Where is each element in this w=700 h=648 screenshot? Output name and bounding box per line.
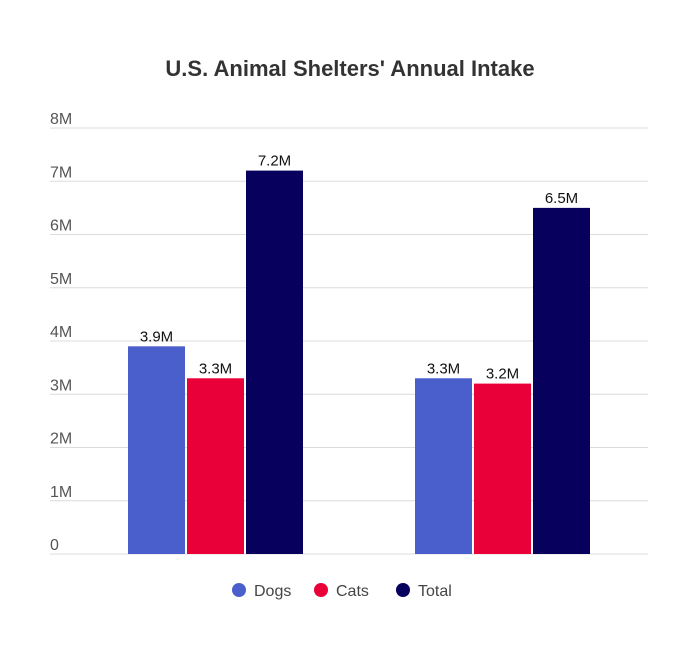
- legend-swatch-cats[interactable]: [314, 583, 328, 597]
- y-tick-label: 7M: [50, 164, 72, 181]
- bar-cats: [474, 383, 531, 554]
- bar-dogs: [128, 346, 185, 554]
- data-labels: 3.9M 3.3M 3.3M 3.2M 7.2M 6.5M: [140, 153, 578, 383]
- legend-label-cats[interactable]: Cats: [336, 583, 369, 600]
- data-label: 3.9M: [140, 328, 173, 345]
- bars: [128, 170, 590, 554]
- y-tick-label: 8M: [50, 111, 72, 128]
- legend-swatch-total[interactable]: [396, 583, 410, 597]
- legend-label-dogs[interactable]: Dogs: [254, 583, 291, 600]
- y-tick-label: 6M: [50, 218, 72, 235]
- data-label: 6.5M: [545, 190, 578, 207]
- data-label: 3.3M: [199, 360, 232, 377]
- data-label: 3.2M: [486, 366, 519, 383]
- y-axis-ticks: 0 1M 2M 3M 4M 5M 6M 7M 8M: [50, 111, 72, 554]
- y-tick-label: 3M: [50, 377, 72, 394]
- y-tick-label: 5M: [50, 271, 72, 288]
- legend-swatch-dogs[interactable]: [232, 583, 246, 597]
- y-tick-label: 1M: [50, 484, 72, 501]
- y-tick-label: 2M: [50, 431, 72, 448]
- bar-total: [533, 207, 590, 554]
- chart-title: U.S. Animal Shelters' Annual Intake: [165, 56, 534, 81]
- y-tick-label: 0: [50, 537, 59, 554]
- y-tick-label: 4M: [50, 324, 72, 341]
- data-label: 3.3M: [427, 360, 460, 377]
- bar-cats: [187, 378, 244, 554]
- legend-label-total[interactable]: Total: [418, 583, 452, 600]
- legend: Dogs Cats Total: [232, 583, 452, 600]
- bar-total: [246, 170, 303, 554]
- bar-dogs: [415, 378, 472, 554]
- data-label: 7.2M: [258, 153, 291, 170]
